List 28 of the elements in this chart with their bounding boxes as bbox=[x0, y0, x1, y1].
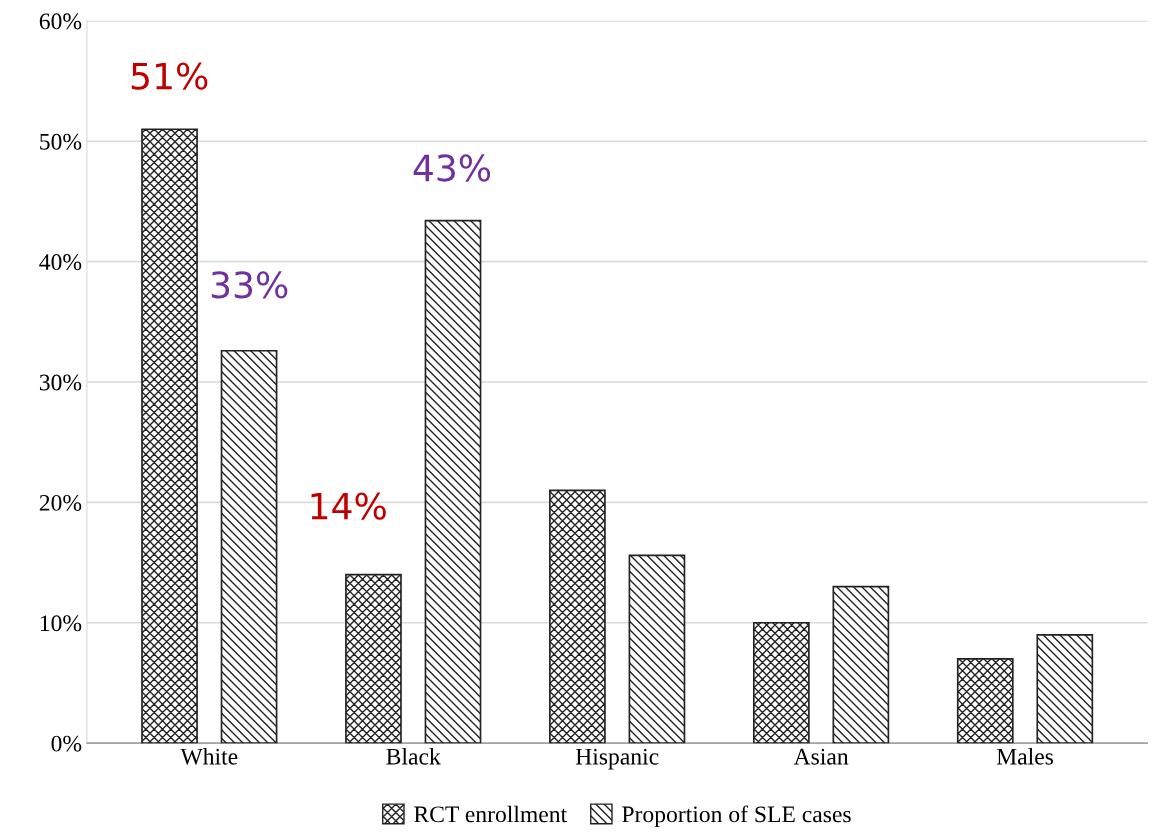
bar bbox=[628, 554, 686, 744]
bar bbox=[220, 349, 278, 744]
y-tick-label: 30% bbox=[39, 374, 82, 391]
bar bbox=[752, 621, 810, 744]
bar bbox=[956, 658, 1014, 744]
legend-label: RCT enrollment bbox=[414, 805, 567, 823]
y-tick-label: 10% bbox=[40, 615, 82, 632]
bar bbox=[141, 128, 198, 744]
bar bbox=[832, 585, 890, 744]
bar bbox=[549, 489, 606, 744]
y-tick-label: 0% bbox=[51, 735, 82, 752]
annotation: 43% bbox=[413, 154, 491, 182]
y-tick-label: 60% bbox=[39, 13, 82, 30]
y-tick-label: 40% bbox=[39, 254, 82, 271]
x-tick-label: Hispanic bbox=[575, 748, 659, 770]
annotation: 51% bbox=[131, 62, 208, 90]
legend-label: Proportion of SLE cases bbox=[622, 805, 851, 828]
x-tick-label: Males bbox=[996, 748, 1054, 765]
bar bbox=[1036, 633, 1094, 744]
annotation: 14% bbox=[311, 492, 386, 520]
x-tick-label: Black bbox=[386, 748, 441, 765]
y-tick-label: 50% bbox=[40, 133, 82, 150]
x-tick-label: White bbox=[180, 748, 238, 765]
bar bbox=[345, 573, 402, 744]
bar bbox=[424, 219, 482, 744]
y-tick-label: 20% bbox=[39, 494, 82, 511]
annotation: 33% bbox=[211, 271, 288, 299]
x-tick-label: Asian bbox=[793, 748, 849, 765]
